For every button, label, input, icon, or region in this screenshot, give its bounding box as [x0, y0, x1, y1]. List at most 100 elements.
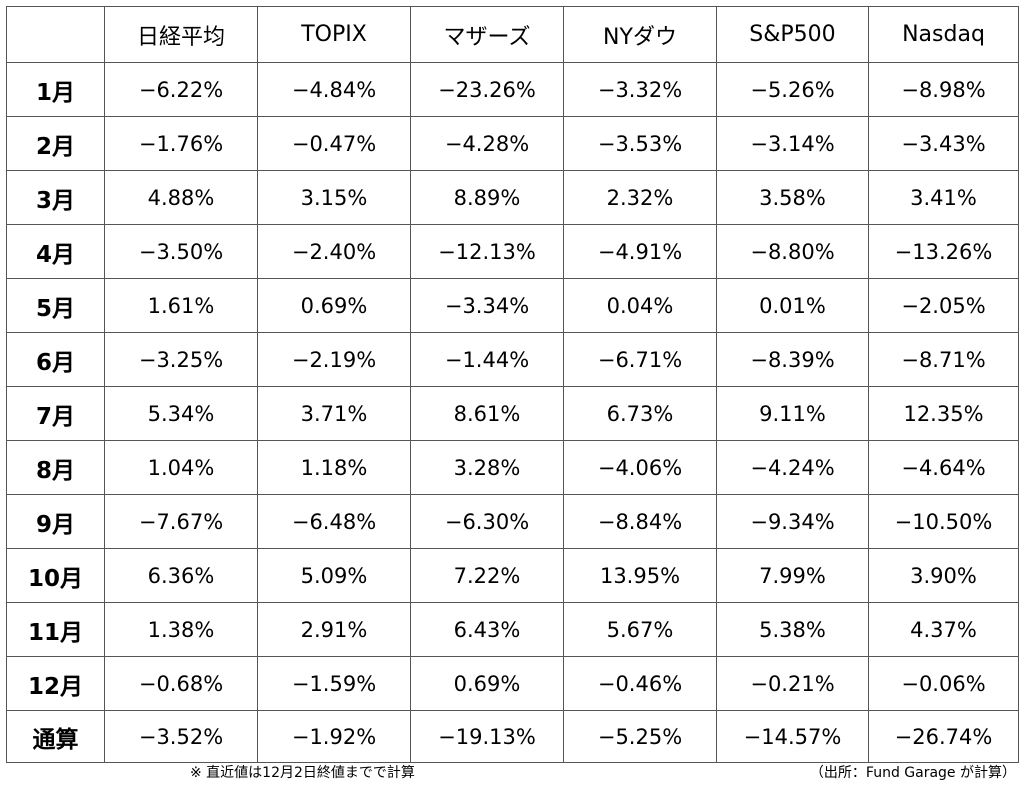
cell: −5.25%: [563, 710, 717, 763]
table-row: 8月 1.04% 1.18% 3.28% −4.06% −4.24% −4.64%: [6, 440, 1019, 495]
cell: −1.44%: [410, 332, 564, 387]
row-label: 11月: [6, 602, 105, 657]
cell: 6.43%: [410, 602, 564, 657]
column-header: NYダウ: [563, 6, 717, 63]
cell: −4.91%: [563, 224, 717, 279]
cell: −8.80%: [716, 224, 869, 279]
cell: −8.71%: [868, 332, 1019, 387]
cell: −2.05%: [868, 278, 1019, 333]
cell: −3.43%: [868, 116, 1019, 171]
table-row: 5月 1.61% 0.69% −3.34% 0.04% 0.01% −2.05%: [6, 278, 1019, 333]
table-row: 11月 1.38% 2.91% 6.43% 5.67% 5.38% 4.37%: [6, 602, 1019, 657]
cell: 5.38%: [716, 602, 869, 657]
cell: 8.89%: [410, 170, 564, 225]
cell: 7.22%: [410, 548, 564, 603]
cell: 0.04%: [563, 278, 717, 333]
cell: 2.91%: [257, 602, 411, 657]
column-header: TOPIX: [257, 6, 411, 63]
cell: −8.84%: [563, 494, 717, 549]
cell: 2.32%: [563, 170, 717, 225]
source-note: （出所：Fund Garage が計算）: [809, 765, 1016, 781]
cell: −0.46%: [563, 656, 717, 711]
cell: 3.71%: [257, 386, 411, 441]
table-row: 9月 −7.67% −6.48% −6.30% −8.84% −9.34% −10.50%: [6, 494, 1019, 549]
table-row: 10月 6.36% 5.09% 7.22% 13.95% 7.99% 3.90%: [6, 548, 1019, 603]
table-row: 2月 −1.76% −0.47% −4.28% −3.53% −3.14% −3.43%: [6, 116, 1019, 171]
cell: −0.06%: [868, 656, 1019, 711]
cell: −3.50%: [104, 224, 258, 279]
row-label: 8月: [6, 440, 105, 495]
cell: 5.34%: [104, 386, 258, 441]
cell: 1.38%: [104, 602, 258, 657]
cell: −4.28%: [410, 116, 564, 171]
cell: 0.69%: [257, 278, 411, 333]
cell: −3.34%: [410, 278, 564, 333]
cell: 12.35%: [868, 386, 1019, 441]
cell: −23.26%: [410, 62, 564, 117]
table-body: 1月 −6.22% −4.84% −23.26% −3.32% −5.26% −8.98% 2…: [6, 62, 1019, 763]
row-label: 12月: [6, 656, 105, 711]
cell: −14.57%: [716, 710, 869, 763]
cell: −2.19%: [257, 332, 411, 387]
cell: −4.64%: [868, 440, 1019, 495]
cell: 5.67%: [563, 602, 717, 657]
cell: 3.15%: [257, 170, 411, 225]
cell: 0.01%: [716, 278, 869, 333]
table-row: 3月 4.88% 3.15% 8.89% 2.32% 3.58% 3.41%: [6, 170, 1019, 225]
cell: −3.25%: [104, 332, 258, 387]
cell: −10.50%: [868, 494, 1019, 549]
cell: −0.47%: [257, 116, 411, 171]
row-label: 9月: [6, 494, 105, 549]
cell: −8.98%: [868, 62, 1019, 117]
cell: −4.06%: [563, 440, 717, 495]
cell: −8.39%: [716, 332, 869, 387]
cell: −3.53%: [563, 116, 717, 171]
cell: −5.26%: [716, 62, 869, 117]
cell: −3.32%: [563, 62, 717, 117]
table-row: 12月 −0.68% −1.59% 0.69% −0.46% −0.21% −0.06%: [6, 656, 1019, 711]
table-row: 7月 5.34% 3.71% 8.61% 6.73% 9.11% 12.35%: [6, 386, 1019, 441]
cell: −1.92%: [257, 710, 411, 763]
cell: 6.36%: [104, 548, 258, 603]
cell: −3.52%: [104, 710, 258, 763]
cell: −6.22%: [104, 62, 258, 117]
cell: −6.71%: [563, 332, 717, 387]
row-label: 通算: [6, 710, 105, 763]
cell: 3.28%: [410, 440, 564, 495]
row-label: 10月: [6, 548, 105, 603]
cell: −2.40%: [257, 224, 411, 279]
cell: −19.13%: [410, 710, 564, 763]
footnote: ※ 直近値は12月2日終値までで計算: [190, 765, 415, 781]
cell: 13.95%: [563, 548, 717, 603]
row-label: 6月: [6, 332, 105, 387]
cell: 3.58%: [716, 170, 869, 225]
column-header: Nasdaq: [868, 6, 1019, 63]
corner-cell: [6, 6, 105, 63]
cell: 6.73%: [563, 386, 717, 441]
cell: 1.18%: [257, 440, 411, 495]
cell: −1.59%: [257, 656, 411, 711]
table-row: 通算 −3.52% −1.92% −19.13% −5.25% −14.57% −26.74…: [6, 710, 1019, 763]
row-label: 5月: [6, 278, 105, 333]
cell: −4.84%: [257, 62, 411, 117]
cell: 4.88%: [104, 170, 258, 225]
cell: −4.24%: [716, 440, 869, 495]
cell: −6.30%: [410, 494, 564, 549]
cell: 0.69%: [410, 656, 564, 711]
row-label: 2月: [6, 116, 105, 171]
cell: 8.61%: [410, 386, 564, 441]
table-row: 4月 −3.50% −2.40% −12.13% −4.91% −8.80% −13.26%: [6, 224, 1019, 279]
cell: 3.41%: [868, 170, 1019, 225]
row-label: 4月: [6, 224, 105, 279]
cell: −7.67%: [104, 494, 258, 549]
returns-table: 日経平均 TOPIX マザーズ NYダウ S&P500 Nasdaq 1月 −6.22% −4…: [6, 6, 1019, 763]
cell: −6.48%: [257, 494, 411, 549]
cell: −13.26%: [868, 224, 1019, 279]
cell: 3.90%: [868, 548, 1019, 603]
column-header: マザーズ: [410, 6, 564, 63]
row-label: 3月: [6, 170, 105, 225]
cell: 5.09%: [257, 548, 411, 603]
cell: −1.76%: [104, 116, 258, 171]
cell: 7.99%: [716, 548, 869, 603]
